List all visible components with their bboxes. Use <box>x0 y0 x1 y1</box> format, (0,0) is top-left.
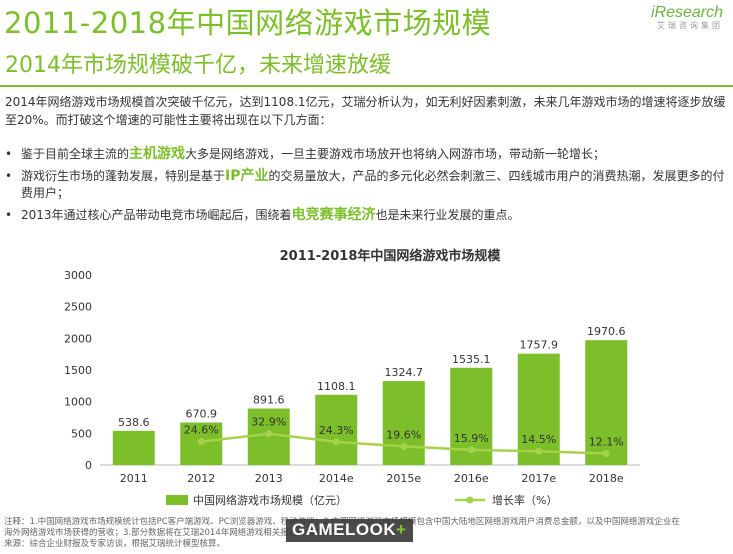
growth-point <box>265 430 273 438</box>
legend-line-label: 增长率（%） <box>492 493 557 507</box>
legend-bar-swatch <box>166 495 188 505</box>
growth-point <box>400 442 408 450</box>
growth-label: 12.1% <box>589 436 624 449</box>
growth-point <box>332 438 340 446</box>
y-tick-label: 2000 <box>64 332 92 345</box>
bullet-highlight: 电竞赛事经济 <box>291 207 376 223</box>
legend-line-marker <box>466 496 474 504</box>
x-tick-label: 2014e <box>319 472 354 485</box>
growth-point <box>467 446 475 454</box>
chart-area: 2011-2018年中国网络游戏市场规模 0 500 1000 1500 2000 2500… <box>0 240 733 520</box>
bar-value-label: 1970.6 <box>587 325 626 338</box>
growth-point <box>197 438 205 446</box>
x-tick-label: 2013 <box>255 472 283 485</box>
bar-value-label: 1108.1 <box>317 380 356 393</box>
bar <box>112 430 155 465</box>
footnote-line: 海外网络游戏市场获得的营收；3.部分数据将在艾瑞2014年网络游戏相关报告中做出… <box>4 528 349 538</box>
bullet-text: 游戏衍生市场的蓬勃发展，特别是基于 <box>21 169 226 183</box>
logo-subtext: 艾瑞咨询集团 <box>657 21 723 30</box>
bar-value-label: 1757.9 <box>520 339 559 352</box>
bullet-highlight: 主机游戏 <box>129 146 186 162</box>
y-tick-label: 2500 <box>64 301 92 314</box>
y-tick-label: 1000 <box>64 396 92 409</box>
title-divider <box>0 85 733 87</box>
bullet-list: 鉴于目前全球主流的主机游戏大多是网络游戏，一旦主要游戏市场放开也将纳入网游市场，… <box>5 146 727 229</box>
chart-title: 2011-2018年中国网络游戏市场规模 <box>280 248 502 264</box>
bullet-item: 鉴于目前全球主流的主机游戏大多是网络游戏，一旦主要游戏市场放开也将纳入网游市场，… <box>5 146 727 163</box>
bar-value-label: 891.6 <box>253 394 285 407</box>
bar-value-label: 1535.1 <box>452 353 491 366</box>
x-tick-label: 2011 <box>120 472 148 485</box>
x-tick-label: 2016e <box>454 472 489 485</box>
market-size-chart: 2011-2018年中国网络游戏市场规模 0 500 1000 1500 2000 2500… <box>64 248 640 507</box>
x-tick-label: 2012 <box>187 472 215 485</box>
bullet-highlight: IP产业 <box>225 168 269 184</box>
intro-paragraph: 2014年网络游戏市场规模首次突破千亿元，达到1108.1亿元，艾瑞分析认为，如… <box>5 95 726 127</box>
growth-label: 19.6% <box>386 428 421 441</box>
bar-value-label: 1324.7 <box>385 366 424 379</box>
iresearch-logo: iResearch 艾瑞咨询集团 <box>651 4 723 31</box>
growth-point <box>535 447 543 455</box>
bullet-text: 大多是网络游戏，一旦主要游戏市场放开也将纳入网游市场，带动新一轮增长； <box>185 147 606 161</box>
x-tick-label: 2015e <box>386 472 421 485</box>
bullet-text: 鉴于目前全球主流的 <box>21 147 130 161</box>
legend-bar-label: 中国网络游戏市场规模（亿元） <box>193 493 347 507</box>
growth-label: 24.3% <box>319 424 354 437</box>
y-tick-label: 3000 <box>64 269 92 282</box>
bullet-item: 游戏衍生市场的蓬勃发展，特别是基于IP产业的交易量放大，产品的多元化必然会刺激三… <box>5 168 727 202</box>
x-tick-label: 2017e <box>521 472 556 485</box>
bar <box>517 353 560 465</box>
logo-text: iResearch <box>650 4 723 21</box>
bar <box>382 381 425 465</box>
source-line: 来源：综合企业财报及专家访谈，根据艾瑞统计模型核算。 <box>4 539 226 549</box>
bullet-item: 2013年通过核心产品带动电竞市场崛起后，围绕着电竞赛事经济也是未来行业发展的重… <box>5 207 727 224</box>
gamelook-watermark: GAMELOOK+ <box>286 519 413 542</box>
growth-label: 14.5% <box>521 433 556 446</box>
bullet-text: 的交易量放大，产品的多元化必然会刺激三、四线城市用户的消费热潮，发展更多的付费用… <box>21 169 725 200</box>
page-subtitle: 2014年市场规模破千亿，未来增速放缓 <box>5 53 391 78</box>
x-tick-label: 2018e <box>589 472 624 485</box>
growth-point <box>602 450 610 458</box>
growth-label: 15.9% <box>454 432 489 445</box>
watermark-text: GAMELOOK <box>292 520 397 539</box>
growth-label: 24.6% <box>184 424 219 437</box>
page-title: 2011-2018年中国网络游戏市场规模 <box>4 6 492 40</box>
bar <box>315 394 358 465</box>
bar <box>585 340 628 465</box>
y-tick-label: 1500 <box>64 364 92 377</box>
watermark-plus: + <box>396 520 407 539</box>
bullet-text: 2013年通过核心产品带动电竞市场崛起后，围绕着 <box>21 208 292 222</box>
y-tick-label: 500 <box>71 427 92 440</box>
y-tick-label: 0 <box>85 459 92 472</box>
growth-label: 32.9% <box>251 416 286 429</box>
bar-value-label: 538.6 <box>118 416 150 429</box>
bullet-text: 也是未来行业发展的重点。 <box>375 208 520 222</box>
bar-value-label: 670.9 <box>186 408 218 421</box>
